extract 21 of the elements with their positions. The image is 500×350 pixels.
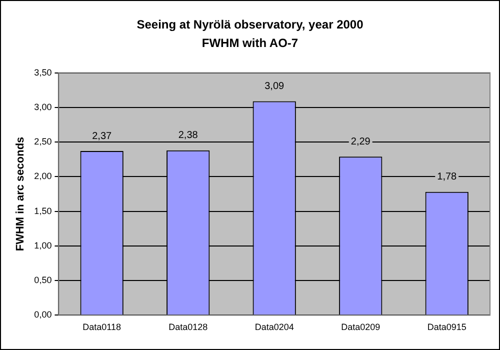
data-label: 2,38: [178, 130, 198, 142]
y-axis-title: FWHM in arc seconds: [14, 136, 27, 252]
data-label: 3,09: [264, 80, 285, 92]
y-tick-label: 3,50: [34, 67, 52, 78]
chart-title: Seeing at Nyrölä observatory, year 2000: [136, 18, 364, 32]
y-tick-label: 1,00: [34, 240, 52, 250]
chart-subtitle: FWHM with AO-7: [202, 36, 298, 50]
y-tick-label: 2,50: [34, 136, 52, 147]
y-tick-label: 2,00: [34, 171, 52, 182]
x-tick-label: Data0204: [254, 322, 294, 332]
data-label: 2,37: [92, 130, 112, 142]
x-tick-label: Data0128: [168, 322, 208, 332]
y-tick-label: 1,50: [34, 206, 52, 216]
x-tick-label: Data0209: [341, 322, 380, 332]
y-tick-label: 0,00: [34, 310, 52, 320]
y-tick-label: 0,50: [34, 275, 52, 286]
data-label: 1,78: [437, 172, 458, 183]
data-label: 2,29: [350, 136, 371, 148]
y-tick-label: 3,00: [34, 102, 52, 112]
x-tick-label: Data0118: [82, 322, 122, 332]
x-tick-label: Data0915: [427, 322, 466, 332]
